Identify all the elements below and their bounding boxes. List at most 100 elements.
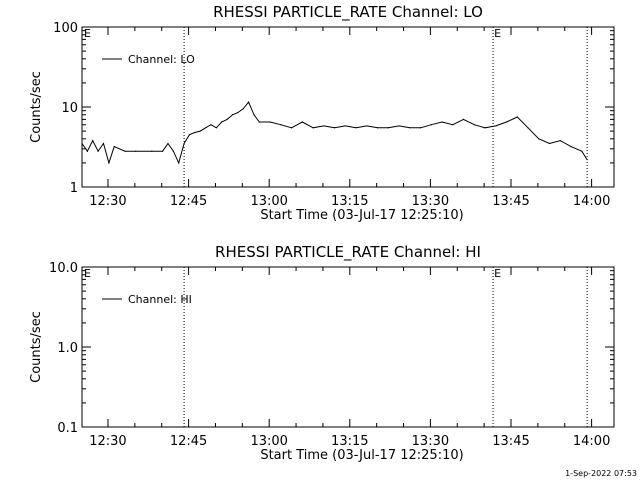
data-point: [516, 116, 518, 118]
y-tick-label: 0.1: [57, 421, 78, 436]
data-point: [495, 125, 497, 127]
data-point: [269, 121, 271, 123]
data-point: [97, 150, 99, 152]
x-axis-label: Start Time (03-Jul-17 12:25:10): [260, 208, 463, 223]
data-point: [86, 150, 88, 152]
data-point: [210, 124, 212, 126]
x-tick-label: 13:30: [412, 434, 449, 449]
data-point: [570, 145, 572, 148]
y-tick-label: 10: [61, 101, 78, 116]
event-marker-label: E: [494, 267, 501, 280]
data-point: [559, 140, 561, 142]
data-point: [409, 127, 411, 129]
data-point: [527, 127, 529, 129]
data-point: [81, 142, 83, 145]
data-point: [162, 150, 164, 152]
x-tick-label: 13:45: [492, 194, 529, 209]
y-axis-label: Counts/sec: [29, 71, 44, 143]
data-point: [151, 150, 153, 152]
x-tick-label: 12:30: [89, 434, 126, 449]
data-point: [247, 101, 250, 103]
data-point: [473, 124, 475, 126]
data-point: [231, 114, 234, 116]
data-point: [167, 142, 169, 145]
legend-label: Channel: HI: [128, 293, 192, 306]
series-line: [81, 101, 588, 165]
data-point: [204, 127, 207, 129]
data-point: [199, 130, 201, 132]
x-tick-label: 14:00: [573, 194, 610, 209]
footer-timestamp: 1-Sep-2022 07:53: [565, 469, 637, 478]
plot-frame: [81, 266, 615, 428]
x-tick-label: 12:30: [89, 194, 126, 209]
x-tick-label: 12:45: [170, 434, 207, 449]
y-tick-label: 1: [70, 181, 78, 196]
x-tick-label: 13:30: [412, 194, 449, 209]
data-point: [586, 159, 588, 161]
data-point: [462, 118, 465, 120]
data-point: [398, 125, 400, 127]
y-axis-label: Counts/sec: [29, 311, 44, 383]
data-point: [124, 150, 126, 152]
data-point: [355, 127, 357, 129]
data-point: [301, 121, 303, 123]
chart-title: RHESSI PARTICLE_RATE Channel: HI: [215, 243, 481, 262]
data-point: [548, 142, 551, 145]
data-point: [258, 121, 260, 123]
chart-title: RHESSI PARTICLE_RATE Channel: LO: [213, 3, 483, 22]
x-axis-label: Start Time (03-Jul-17 12:25:10): [260, 448, 463, 463]
data-point: [242, 108, 244, 110]
event-marker-label: E: [494, 27, 501, 40]
data-point: [538, 138, 540, 140]
data-point: [312, 127, 314, 129]
x-tick-label: 13:00: [250, 434, 287, 449]
data-point: [290, 127, 293, 129]
data-point: [108, 162, 110, 164]
corner-label: E: [84, 27, 91, 40]
chart-panel-1: RHESSI PARTICLE_RATE Channel: LO 12:30 12:…: [29, 3, 615, 223]
data-point: [430, 124, 432, 126]
data-point: [183, 142, 185, 145]
data-point: [135, 150, 137, 152]
data-point: [215, 127, 217, 129]
data-point: [172, 150, 174, 152]
legend-label: Channel: LO: [128, 53, 195, 66]
corner-label: E: [84, 267, 91, 280]
x-tick-label: 13:00: [250, 194, 287, 209]
x-tick-label: 13:45: [492, 434, 529, 449]
data-point: [484, 127, 486, 129]
data-point: [376, 127, 379, 129]
data-point: [323, 125, 325, 127]
data-point: [333, 127, 336, 129]
data-point: [280, 124, 282, 126]
data-point: [452, 124, 454, 126]
y-tick-label: 1.0: [57, 341, 78, 356]
data-point: [505, 121, 508, 123]
data-point: [178, 162, 180, 164]
data-point: [419, 127, 422, 129]
data-point: [194, 131, 196, 134]
data-point: [237, 112, 239, 114]
data-point: [366, 125, 368, 127]
x-tick-label: 13:15: [331, 194, 368, 209]
data-point: [188, 134, 191, 136]
plot-frame: [81, 26, 615, 188]
data-point: [253, 114, 255, 116]
data-point: [113, 145, 115, 148]
x-tick-label: 12:45: [170, 194, 207, 209]
data-point: [221, 121, 223, 123]
data-point: [92, 140, 94, 142]
chart-panel-2: RHESSI PARTICLE_RATE Channel: HI 12:30 12:…: [29, 243, 615, 463]
data-point: [441, 121, 443, 123]
x-tick-label: 13:15: [331, 434, 368, 449]
y-tick-label: 10.0: [49, 261, 78, 276]
data-point: [226, 118, 228, 120]
x-tick-label: 14:00: [573, 434, 610, 449]
data-point: [344, 125, 346, 127]
y-tick-label: 100: [53, 21, 78, 36]
data-point: [387, 127, 389, 129]
data-point: [102, 142, 105, 145]
data-point: [581, 150, 583, 152]
